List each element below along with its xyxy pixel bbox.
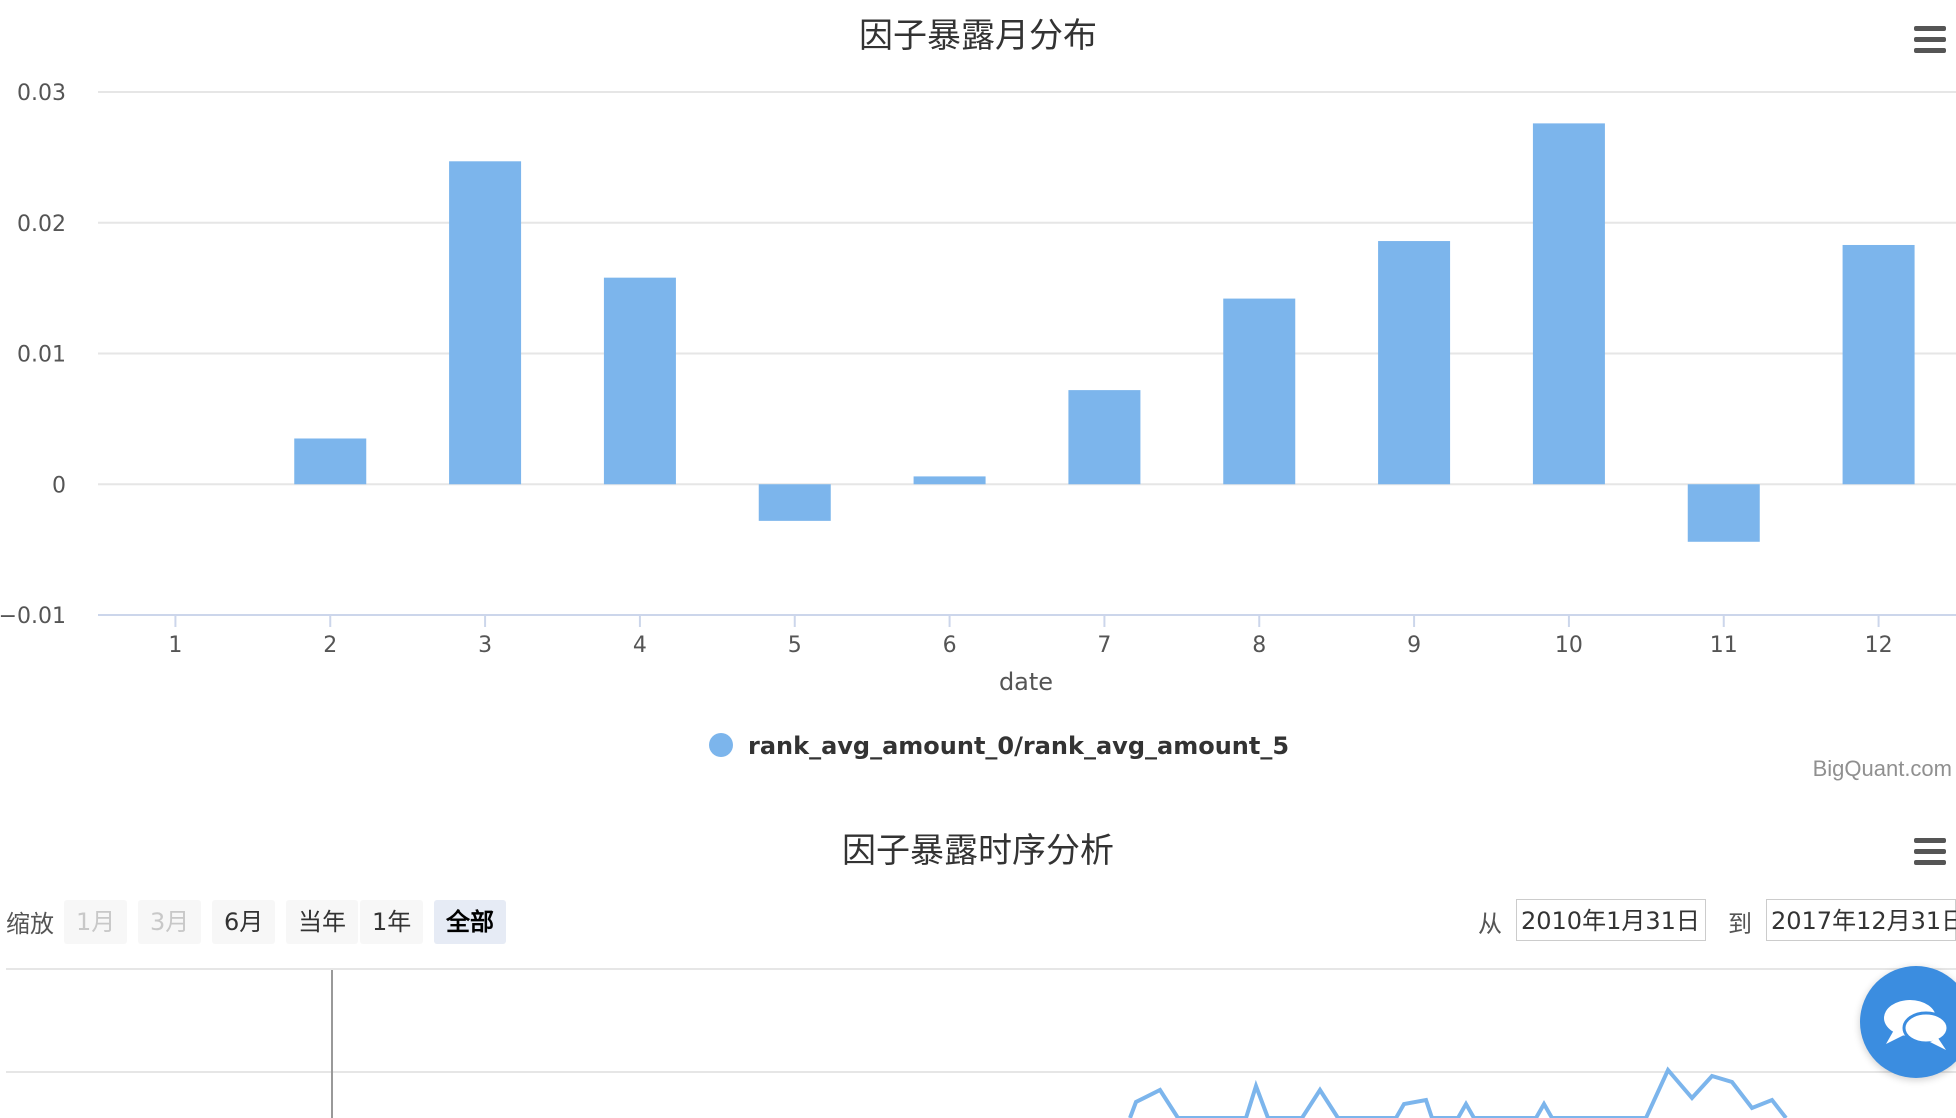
legend-item[interactable]: rank_avg_amount_0/rank_avg_amount_5 (748, 732, 1289, 760)
bar-12[interactable] (1842, 244, 1915, 485)
y-tick-label: −0.01 (0, 604, 66, 629)
zoom-label: 缩放 (6, 910, 54, 938)
bar-2[interactable] (294, 438, 367, 485)
x-axis-title: date (999, 668, 1053, 696)
legend-marker (709, 733, 733, 757)
from-date-input[interactable]: 2010年1月31日 (1516, 899, 1706, 941)
hamburger-menu-icon[interactable] (1910, 832, 1950, 866)
bar-8[interactable] (1223, 298, 1296, 485)
gridlines (98, 91, 1956, 616)
bar-10[interactable] (1532, 123, 1605, 485)
timeseries-plot-area (6, 968, 1956, 1118)
bar-11[interactable] (1687, 484, 1760, 542)
from-label: 从 (1478, 910, 1502, 938)
x-tick-label: 12 (1865, 633, 1893, 658)
bar-9[interactable] (1378, 241, 1451, 485)
x-axis: 1 2 3 4 5 6 7 8 9 10 11 12 (168, 615, 1893, 658)
bar-4[interactable] (603, 277, 676, 485)
bar-6[interactable] (913, 476, 986, 485)
zoom-ytd-button[interactable]: 当年 (286, 900, 358, 944)
bar-3[interactable] (449, 161, 522, 485)
chat-button[interactable] (1860, 966, 1956, 1078)
y-tick-label: 0.01 (17, 343, 66, 368)
x-tick-label: 6 (943, 633, 957, 658)
y-tick-label: 0 (52, 473, 66, 498)
zoom-1y-button[interactable]: 1年 (360, 900, 424, 944)
y-tick-label: 0.03 (17, 81, 66, 106)
x-tick-label: 9 (1407, 633, 1421, 658)
bar-5[interactable] (758, 484, 831, 521)
x-tick-label: 2 (323, 633, 337, 658)
to-date-input[interactable]: 2017年12月31日 (1766, 899, 1956, 941)
x-tick-label: 7 (1097, 633, 1111, 658)
x-tick-label: 3 (478, 633, 492, 658)
x-tick-label: 8 (1252, 633, 1266, 658)
y-axis: 0.03 0.02 0.01 0 −0.01 (0, 81, 66, 629)
x-tick-label: 11 (1710, 633, 1738, 658)
zoom-1m-button[interactable]: 1月 (64, 900, 128, 944)
chat-bubbles-icon (1884, 1000, 1950, 1050)
x-tick-label: 4 (633, 633, 647, 658)
chart-title: 因子暴露月分布 (859, 16, 1097, 56)
x-tick-label: 1 (168, 633, 182, 658)
x-tick-label: 10 (1555, 633, 1583, 658)
zoom-3m-button[interactable]: 3月 (138, 900, 202, 944)
bars (294, 123, 1915, 542)
zoom-all-button[interactable]: 全部 (434, 900, 506, 944)
to-label: 到 (1728, 910, 1752, 938)
bar-7[interactable] (1068, 390, 1141, 485)
x-tick-label: 5 (788, 633, 802, 658)
timeseries-line (1128, 1066, 1788, 1118)
credits-link[interactable]: BigQuant.com (1812, 756, 1952, 781)
y-tick-label: 0.02 (17, 212, 66, 237)
bar-chart: 0.030.020.010−0.01 1 2 3 4 5 6 7 8 9 10 11 12 date … (0, 81, 1956, 760)
zoom-6m-button[interactable]: 6月 (212, 900, 276, 944)
chart-title-timeseries: 因子暴露时序分析 (842, 831, 1114, 871)
hamburger-menu-icon[interactable] (1910, 20, 1950, 54)
